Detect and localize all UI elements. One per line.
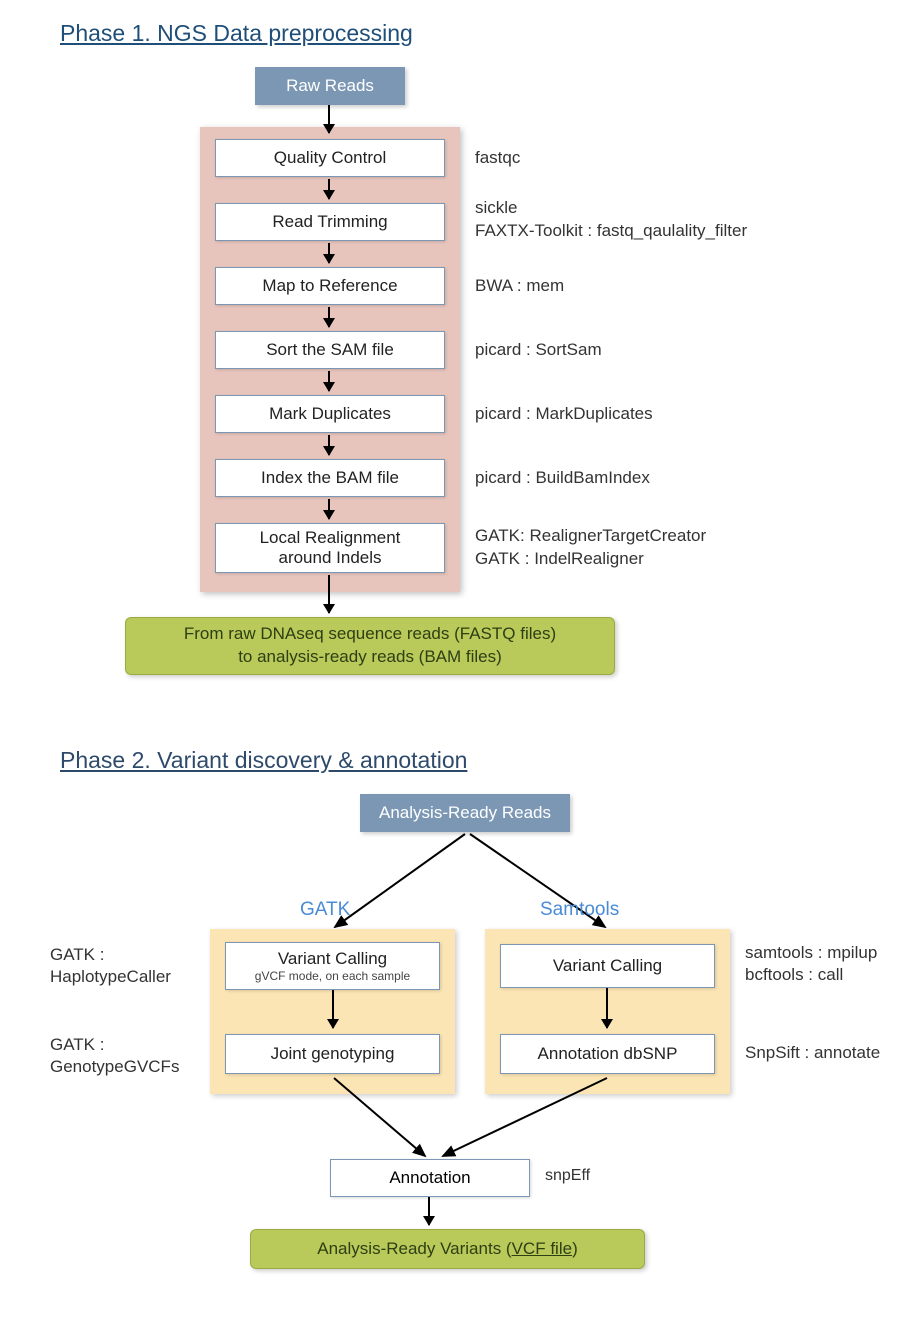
step-mark-duplicates: Mark Duplicates <box>215 395 445 433</box>
arrow-down <box>328 179 330 199</box>
step-label: Sort the SAM file <box>266 340 394 360</box>
phase2-title: Phase 2. Variant discovery & annotation <box>60 747 857 774</box>
phase2-diagram: Analysis-Ready Reads GATK Samtools Varia… <box>40 794 890 1284</box>
arrow-down <box>328 243 330 263</box>
phase2-result: Analysis-Ready Variants (VCF file) <box>250 1229 645 1269</box>
step-read-trimming: Read Trimming <box>215 203 445 241</box>
arrow-down <box>606 988 608 1028</box>
analysis-ready-node: Analysis-Ready Reads <box>360 794 570 832</box>
arrow-down <box>328 371 330 391</box>
box-label: Variant Calling <box>278 949 387 969</box>
step-label: Map to Reference <box>262 276 397 296</box>
tool-markdup: picard : MarkDuplicates <box>475 403 653 426</box>
tool-bwa: BWA : mem <box>475 275 564 298</box>
result-vcf: VCF file <box>512 1239 572 1258</box>
arrow-down <box>328 307 330 327</box>
phase1-title: Phase 1. NGS Data preprocessing <box>60 20 857 47</box>
tool-sortsam: picard : SortSam <box>475 339 602 362</box>
step-local-realignment: Local Realignment around Indels <box>215 523 445 573</box>
step-label: Local Realignment around Indels <box>260 528 401 568</box>
step-index-bam: Index the BAM file <box>215 459 445 497</box>
summary-line1: From raw DNAseq sequence reads (FASTQ fi… <box>184 623 556 646</box>
box-sublabel: gVCF mode, on each sample <box>255 969 410 983</box>
samtools-annotation-dbsnp: Annotation dbSNP <box>500 1034 715 1074</box>
tool-genotypegvcfs: GATK : GenotypeGVCFs <box>50 1034 179 1078</box>
result-prefix: Analysis-Ready Variants ( <box>317 1239 511 1258</box>
samtools-variant-calling: Variant Calling <box>500 944 715 988</box>
step-label: Index the BAM file <box>261 468 399 488</box>
result-suffix: ) <box>572 1239 578 1258</box>
step-label: Quality Control <box>274 148 386 168</box>
gatk-variant-calling: Variant Calling gVCF mode, on each sampl… <box>225 942 440 990</box>
box-label: Variant Calling <box>553 956 662 976</box>
arrow-down <box>328 435 330 455</box>
tool-snpeff: snpEff <box>545 1167 590 1185</box>
arrow-down <box>328 499 330 519</box>
step-map-reference: Map to Reference <box>215 267 445 305</box>
tool-mpileup: samtools : mpilup bcftools : call <box>745 942 877 986</box>
box-label: Joint genotyping <box>271 1044 395 1064</box>
phase1-diagram: Raw Reads Quality Control fastqc Read Tr… <box>70 67 890 687</box>
step-label: Mark Duplicates <box>269 404 391 424</box>
branch-gatk-label: GATK <box>300 899 350 921</box>
arrow-down <box>328 105 330 133</box>
tool-gatk-realigner: GATK: RealignerTargetCreator GATK : Inde… <box>475 525 706 571</box>
arrow-down <box>328 575 330 613</box>
arrow-down <box>332 990 334 1028</box>
branch-samtools-label: Samtools <box>540 899 619 921</box>
annotation-node: Annotation <box>330 1159 530 1197</box>
tool-sickle: sickle FAXTX-Toolkit : fastq_qaulality_f… <box>475 197 747 243</box>
box-label: Annotation dbSNP <box>538 1044 678 1064</box>
step-sort-sam: Sort the SAM file <box>215 331 445 369</box>
tool-snpsift: SnpSift : annotate <box>745 1042 880 1064</box>
tool-buildbamindex: picard : BuildBamIndex <box>475 467 650 490</box>
tool-haplotypecaller: GATK : HaplotypeCaller <box>50 944 171 988</box>
gatk-joint-genotyping: Joint genotyping <box>225 1034 440 1074</box>
phase1-summary: From raw DNAseq sequence reads (FASTQ fi… <box>125 617 615 675</box>
summary-line2: to analysis-ready reads (BAM files) <box>238 646 502 669</box>
arrow-converge-right <box>435 1076 615 1161</box>
step-label: Read Trimming <box>272 212 387 232</box>
box-label: Annotation <box>389 1168 470 1188</box>
step-quality-control: Quality Control <box>215 139 445 177</box>
raw-reads-node: Raw Reads <box>255 67 405 105</box>
arrow-down <box>428 1197 430 1225</box>
tool-fastqc: fastqc <box>475 147 520 170</box>
